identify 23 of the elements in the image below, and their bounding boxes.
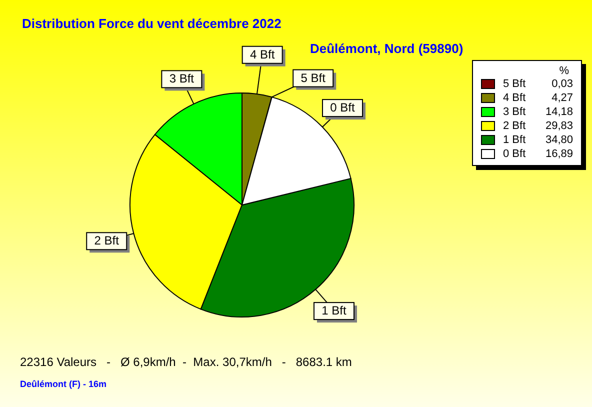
slice-label: 1 Bft [322,304,347,318]
text: Deûlémont (F) - 16m [20,379,107,389]
legend-label: 1 Bft [503,134,527,146]
data-label: 0,03 [550,78,573,90]
legend-label: 3 Bft [503,106,527,118]
slice-label: 0 Bft [330,100,356,115]
slice-label: 5 Bft [300,70,326,85]
text: 22316 Valeurs - Ø 6,9km/h - Max. 30,7km/h - 8683.1 km [20,355,352,369]
data-label: 4,27 [550,92,573,104]
legend-label: 2 Bft [503,120,527,132]
legend-label: 4 Bft [503,92,527,104]
data-label: 29,83 [544,120,573,132]
data-label: 34,80 [544,134,573,146]
slice-label: 3 Bft [169,72,195,86]
slice-label: 2 Bft [94,234,120,248]
chart-title: Distribution Force du vent décembre 2022 [22,16,282,31]
legend-label: 5 Bft [503,78,527,90]
data-label: 14,18 [544,106,573,118]
legend-title: % [558,65,570,77]
data-label: 16,89 [544,148,573,160]
legend-label: 0 Bft [503,148,527,160]
chart-subtitle: Deûlémont, Nord (59890) [310,41,464,56]
slice-label: 4 Bft [250,47,276,62]
